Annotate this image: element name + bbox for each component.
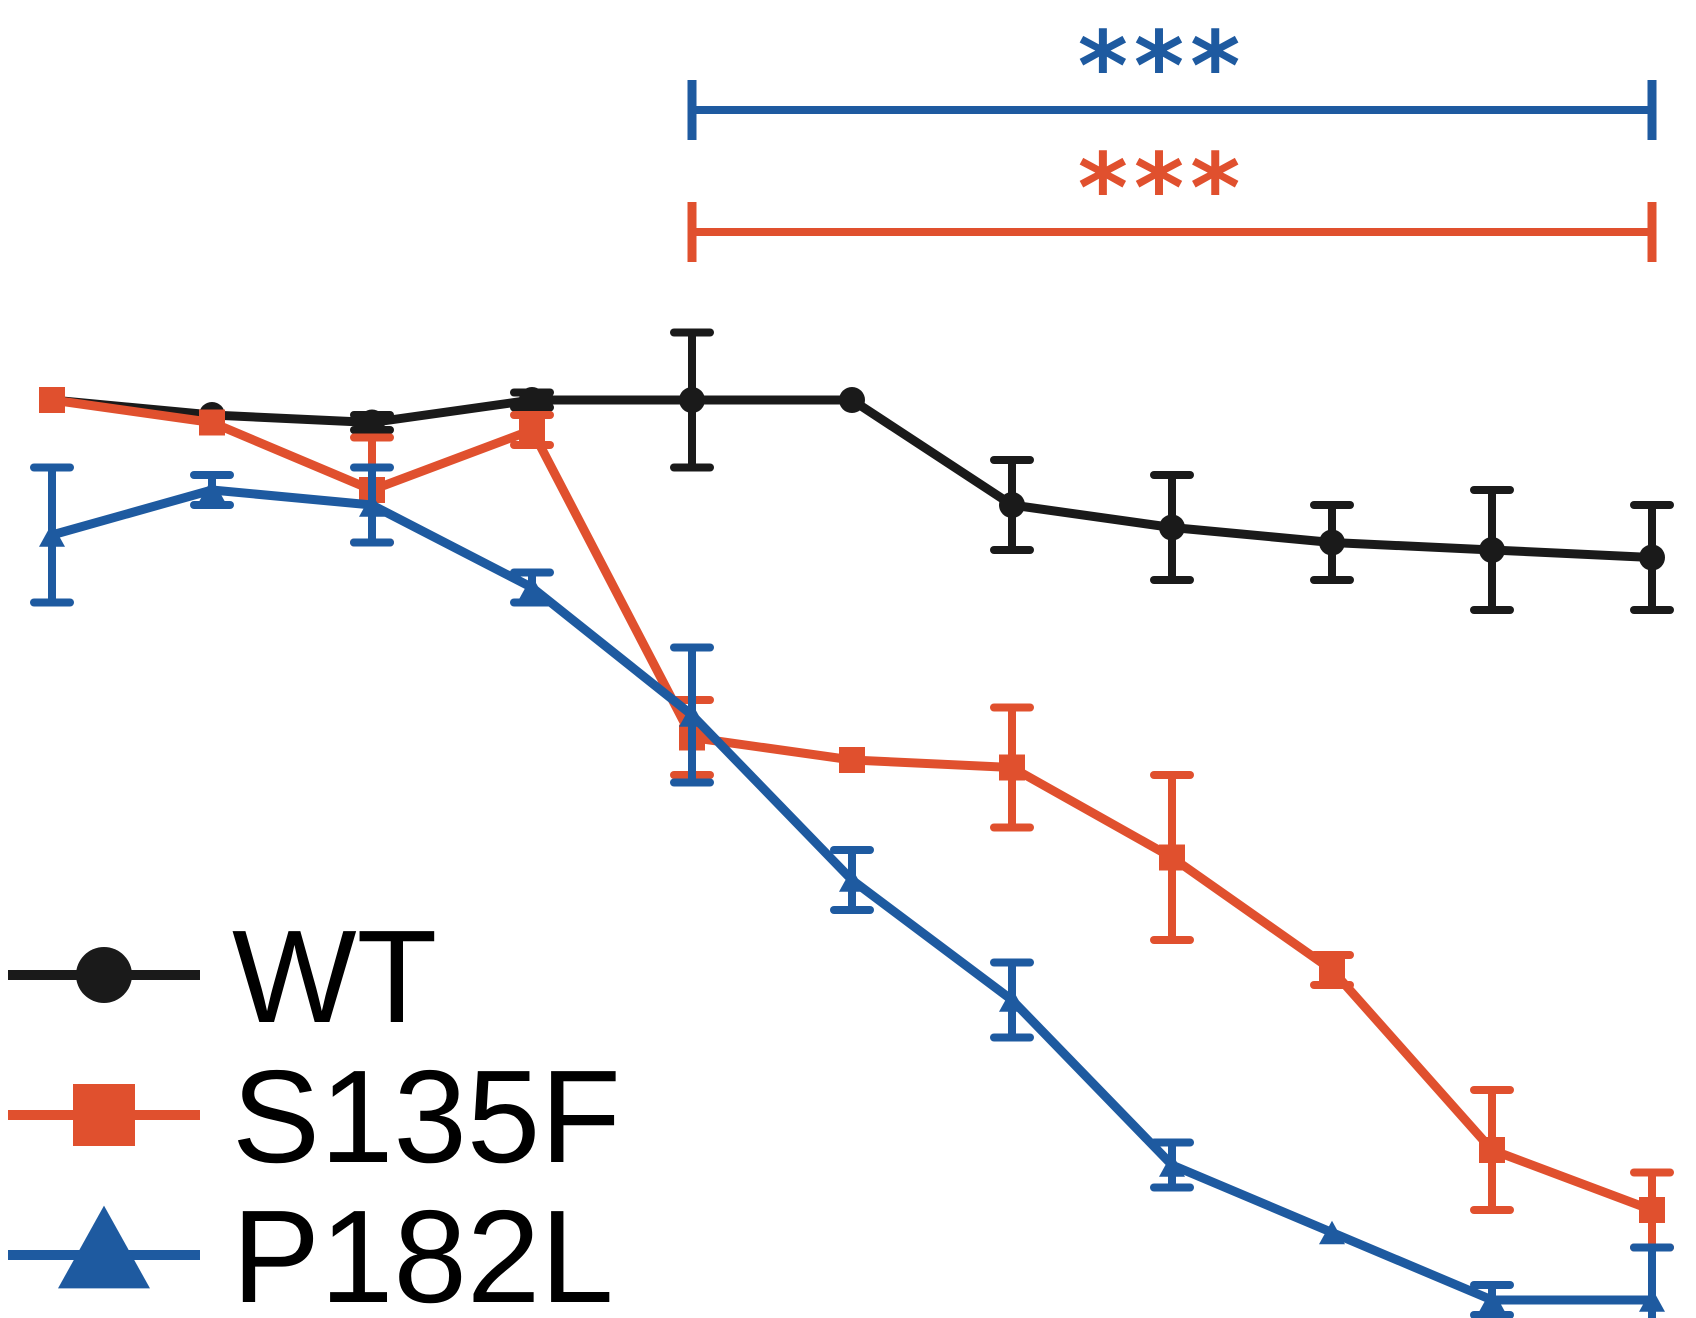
data-point-p182l [519,575,545,600]
chart-series [30,328,1674,1318]
data-point-p182l [39,523,65,547]
data-point-wt [839,387,865,413]
data-point-p182l [1479,1288,1505,1312]
data-point-s135f [1159,844,1185,871]
significance-label: *** [1078,11,1247,123]
data-point-wt [679,387,705,413]
data-point-p182l [1639,1288,1665,1312]
data-point-s135f [999,754,1025,781]
data-point-p182l [679,703,705,727]
legend-item-wt: WT [8,903,437,1050]
legend-item-s135f: S135F [8,1043,621,1190]
series-line-wt [51,395,1653,562]
significance-brackets: ****** [687,11,1657,262]
data-point-s135f [1639,1197,1665,1223]
data-point-wt [999,492,1025,518]
data-point-p182l [359,493,385,517]
data-point-p182l [199,478,225,502]
data-point-wt [1319,529,1345,556]
data-point-wt [359,409,385,436]
legend-marker-s135f [73,1084,135,1146]
legend-marker-p182l [58,1205,150,1289]
significance-label: *** [1078,133,1247,245]
data-point-p182l [1159,1153,1185,1177]
legend-marker-wt [76,947,132,1003]
data-point-s135f [1479,1137,1505,1163]
data-point-wt [1639,544,1665,571]
data-point-wt [1479,537,1505,563]
data-point-s135f [839,747,865,773]
significance-bracket-p182l: *** [687,11,1657,140]
data-point-s135f [39,387,65,413]
data-point-p182l [1319,1220,1345,1245]
series-s135f [39,387,1674,1252]
data-point-p182l [839,868,865,892]
data-point-p182l [999,988,1025,1012]
legend-label-wt: WT [232,903,437,1050]
series-p182l [30,463,1674,1318]
data-point-s135f [519,417,545,443]
series-wt [39,328,1674,614]
legend-label-s135f: S135F [232,1043,621,1190]
legend-item-p182l: P182L [8,1183,614,1318]
significance-bracket-s135f: *** [687,133,1657,262]
data-point-s135f [199,409,225,436]
legend-label-p182l: P182L [232,1183,614,1318]
data-point-s135f [1319,957,1345,983]
data-point-wt [519,387,545,413]
data-point-wt [1159,514,1185,541]
